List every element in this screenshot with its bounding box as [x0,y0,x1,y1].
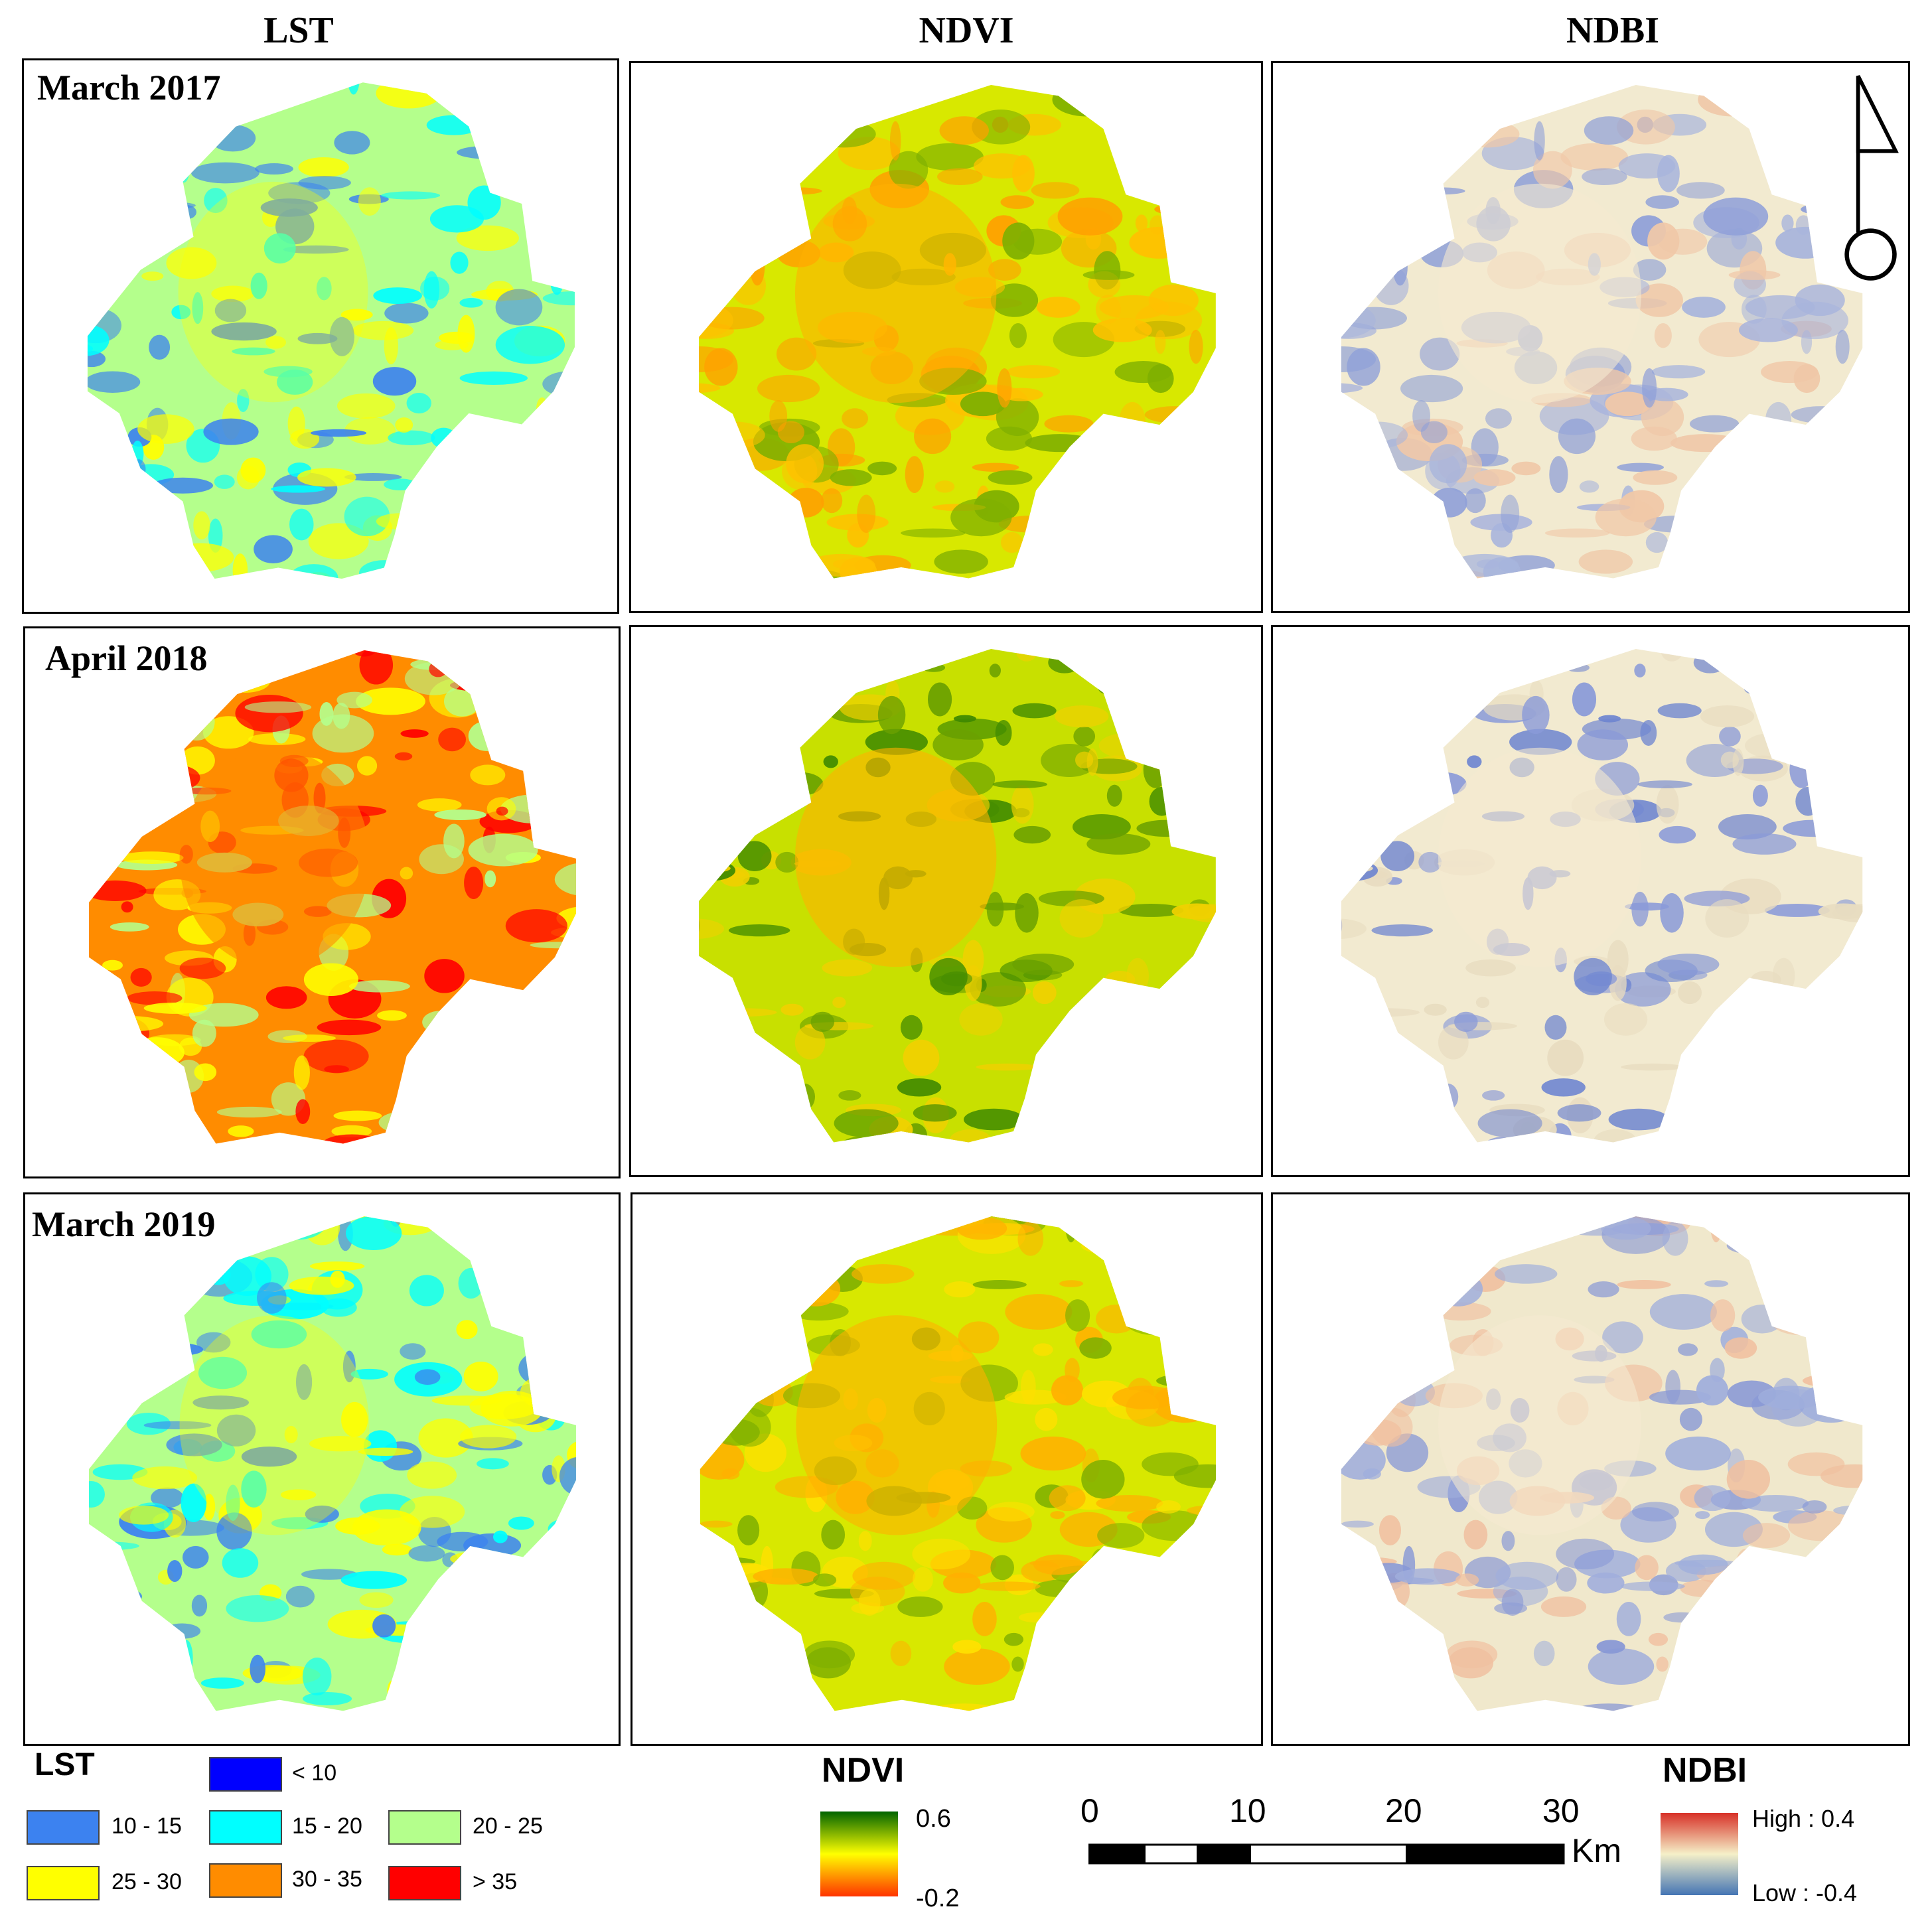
scale-tick-30: 30 [1542,1792,1580,1829]
row-label-2017: March 2017 [37,68,221,107]
panel-lst-2017: March 2017 [22,58,619,614]
scale-tick-0: 0 [1080,1792,1099,1829]
lst-swatch-10-15 [27,1810,100,1845]
lst-legend-title: LST [35,1747,95,1782]
panel-lst-2018: April 2018 [23,626,621,1178]
ndbi-legend-title: NDBI [1663,1751,1747,1790]
panel-lst-2019: March 2019 [23,1192,621,1746]
lst-label-15-20: 15 - 20 [292,1813,362,1839]
panel-ndvi-2019 [631,1192,1263,1746]
lst-label-10-15: 10 - 15 [111,1813,182,1839]
scale-bar-graphic [1088,1843,1565,1865]
lst-swatch-15-20 [209,1810,282,1845]
lst-swatch-25-30 [27,1866,100,1900]
lst-map-2017 [87,82,575,579]
column-header-ndvi: NDVI [919,10,1014,51]
panel-ndvi-2018 [629,625,1263,1177]
lst-map-2018 [88,650,576,1144]
panel-ndbi-2018 [1271,625,1910,1177]
lst-map-2019 [88,1216,576,1711]
column-header-ndbi: NDBI [1566,10,1660,51]
scale-unit: Km [1572,1832,1621,1869]
lst-label-lt10: < 10 [292,1760,337,1786]
lst-label-25-30: 25 - 30 [111,1869,182,1894]
row-label-2019: March 2019 [32,1204,216,1244]
ndbi-color-ramp [1661,1813,1738,1895]
north-arrow-icon [1844,75,1899,281]
ndbi-legend-low: Low : -0.4 [1752,1879,1858,1906]
lst-label-20-25: 20 - 25 [473,1813,543,1839]
lst-label-30-35: 30 - 35 [292,1867,362,1892]
ndvi-map-2018 [699,649,1216,1143]
ndbi-legend-high: High : 0.4 [1752,1805,1855,1832]
row-label-2018: April 2018 [45,638,208,678]
lst-swatch-lt10 [209,1757,282,1792]
ndvi-legend-min: -0.2 [916,1884,960,1912]
panel-ndbi-2019 [1271,1192,1910,1746]
ndvi-map-2017 [699,85,1216,579]
panel-ndbi-2017 [1271,61,1910,613]
lst-swatch-30-35 [209,1863,282,1898]
lst-swatch-gt35 [388,1866,461,1900]
scale-tick-10: 10 [1229,1792,1266,1829]
ndbi-map-2019 [1341,1216,1863,1711]
ndvi-legend-title: NDVI [822,1751,905,1790]
lst-swatch-20-25 [388,1810,461,1845]
column-header-lst: LST [263,10,334,51]
ndbi-map-2017 [1341,85,1863,579]
panel-ndvi-2017 [629,61,1263,613]
ndbi-map-2018 [1341,649,1863,1143]
ndvi-legend-max: 0.6 [916,1805,951,1833]
lst-label-gt35: > 35 [473,1869,518,1894]
ndvi-color-ramp [820,1812,898,1896]
scale-tick-20: 20 [1385,1792,1422,1829]
ndvi-map-2019 [700,1216,1216,1711]
